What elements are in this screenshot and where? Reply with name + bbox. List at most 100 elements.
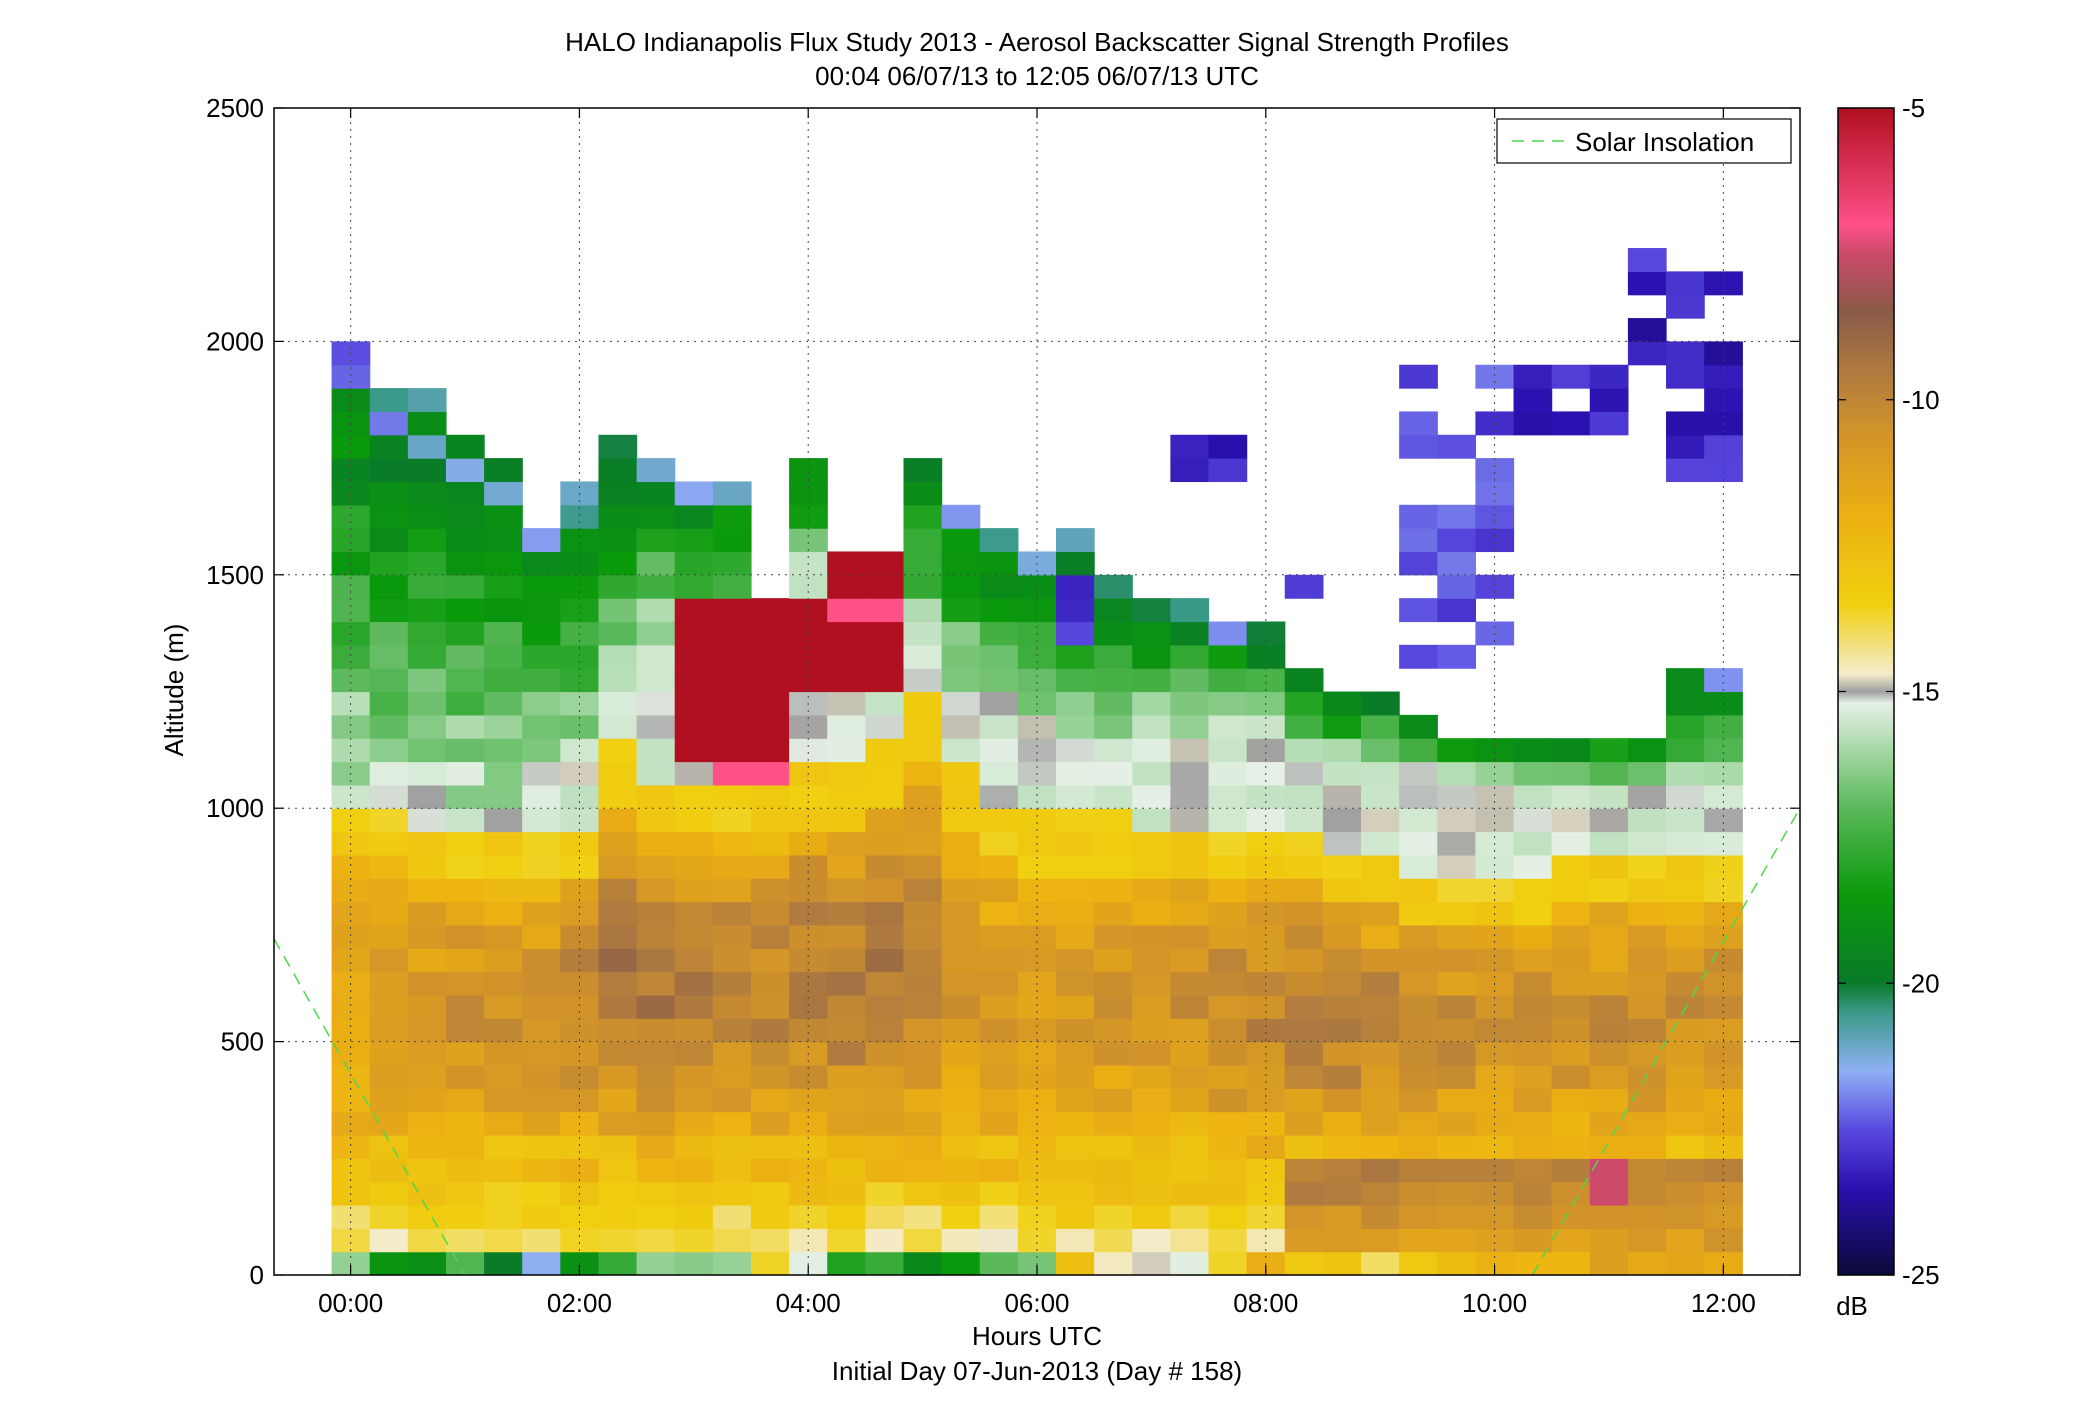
heatmap-cell <box>789 1158 828 1183</box>
heatmap-cell <box>1437 901 1476 926</box>
heatmap-cell <box>750 994 790 1019</box>
heatmap-cell <box>331 994 371 1019</box>
heatmap-cell <box>369 1041 409 1066</box>
heatmap-cell <box>1208 971 1248 996</box>
heatmap-cell <box>522 1018 561 1043</box>
heatmap-cell <box>484 481 523 506</box>
heatmap-cell <box>1627 1018 1667 1043</box>
heatmap-cell <box>941 1134 981 1159</box>
heatmap-cell <box>1551 831 1591 856</box>
heatmap-cell <box>1094 714 1133 739</box>
heatmap-cell <box>1627 924 1667 949</box>
heatmap-cell <box>1170 644 1210 669</box>
heatmap-cell <box>1361 948 1400 973</box>
heatmap-cell <box>903 1181 943 1206</box>
heatmap-cell <box>598 1134 638 1159</box>
heatmap-cell <box>865 878 905 903</box>
heatmap-cell <box>1322 738 1362 763</box>
heatmap-cell <box>636 808 676 833</box>
heatmap-cell <box>865 854 905 879</box>
heatmap-cell <box>522 738 561 763</box>
heatmap-cell <box>1094 738 1133 763</box>
heatmap-cell <box>1017 948 1057 973</box>
heatmap-cell <box>369 1251 409 1275</box>
heatmap-cell <box>1399 808 1438 833</box>
heatmap-cell <box>331 528 371 553</box>
heatmap-cell <box>1513 994 1553 1019</box>
heatmap-cell <box>331 1228 371 1253</box>
heatmap-cell <box>979 948 1019 973</box>
heatmap-cell <box>522 551 561 576</box>
y-tick-label: 2500 <box>206 93 264 123</box>
heatmap-cell <box>1399 528 1438 553</box>
heatmap-cell <box>1475 948 1515 973</box>
heatmap-cell <box>865 994 905 1019</box>
heatmap-cell <box>598 481 638 506</box>
heatmap-cell <box>1284 1251 1324 1275</box>
heatmap-cell <box>1666 434 1705 459</box>
heatmap-cell <box>1055 714 1095 739</box>
heatmap-cell <box>1017 808 1057 833</box>
heatmap-cell <box>865 598 905 623</box>
heatmap-cell <box>1437 854 1476 879</box>
heatmap-cell <box>1170 901 1210 926</box>
heatmap-cell <box>1322 1158 1362 1183</box>
heatmap-cell <box>331 1018 371 1043</box>
heatmap-cell <box>1627 854 1667 879</box>
heatmap-cell <box>636 598 676 623</box>
heatmap-cell <box>1132 784 1171 809</box>
heatmap-cell <box>1551 1228 1591 1253</box>
heatmap-cell <box>1627 1158 1667 1183</box>
heatmap-cell <box>789 714 828 739</box>
heatmap-cell <box>712 808 752 833</box>
colorbar-tick-label: -15 <box>1902 677 1940 707</box>
heatmap-cell <box>1475 458 1515 483</box>
heatmap-cell <box>1322 1041 1362 1066</box>
heatmap-cell <box>903 714 943 739</box>
heatmap-cell <box>674 808 714 833</box>
heatmap-cell <box>1551 761 1591 786</box>
heatmap-cell <box>941 644 981 669</box>
heatmap-cell <box>1094 574 1133 599</box>
heatmap-cell <box>407 1134 447 1159</box>
heatmap-cell <box>1246 714 1286 739</box>
heatmap-cell <box>1208 878 1248 903</box>
heatmap-cell <box>1437 1064 1476 1089</box>
heatmap-cell <box>636 621 676 646</box>
heatmap-cell <box>1170 434 1210 459</box>
heatmap-cell <box>1666 714 1705 739</box>
heatmap-cell <box>1246 808 1286 833</box>
heatmap-cell <box>1246 738 1286 763</box>
heatmap-cell <box>1666 1064 1705 1089</box>
heatmap-cell <box>484 691 523 716</box>
heatmap-cell <box>1208 1228 1248 1253</box>
heatmap-cell <box>1666 808 1705 833</box>
heatmap-cell <box>1589 1041 1629 1066</box>
heatmap-cell <box>598 854 638 879</box>
heatmap-cell <box>522 831 561 856</box>
heatmap-cell <box>1704 784 1743 809</box>
heatmap-cell <box>369 1111 409 1136</box>
heatmap-cell <box>1017 668 1057 693</box>
heatmap-cell <box>484 714 523 739</box>
heatmap-cell <box>827 948 866 973</box>
heatmap-cell <box>789 854 828 879</box>
heatmap-cell <box>484 738 523 763</box>
heatmap-cell <box>1017 1134 1057 1159</box>
heatmap-cell <box>1437 644 1476 669</box>
heatmap-cell <box>1551 1158 1591 1183</box>
heatmap-cell <box>1055 1088 1095 1113</box>
heatmap-cell <box>1208 1111 1248 1136</box>
heatmap-cell <box>1437 1181 1476 1206</box>
heatmap-cell <box>1475 1088 1515 1113</box>
heatmap-cell <box>522 994 561 1019</box>
heatmap-cell <box>903 1088 943 1113</box>
heatmap-cell <box>865 691 905 716</box>
heatmap-cell <box>865 574 905 599</box>
heatmap-cell <box>1361 1111 1400 1136</box>
heatmap-cell <box>1437 598 1476 623</box>
heatmap-cell <box>674 644 714 669</box>
heatmap-cell <box>1361 808 1400 833</box>
heatmap-cell <box>674 1251 714 1275</box>
heatmap-cell <box>331 878 371 903</box>
